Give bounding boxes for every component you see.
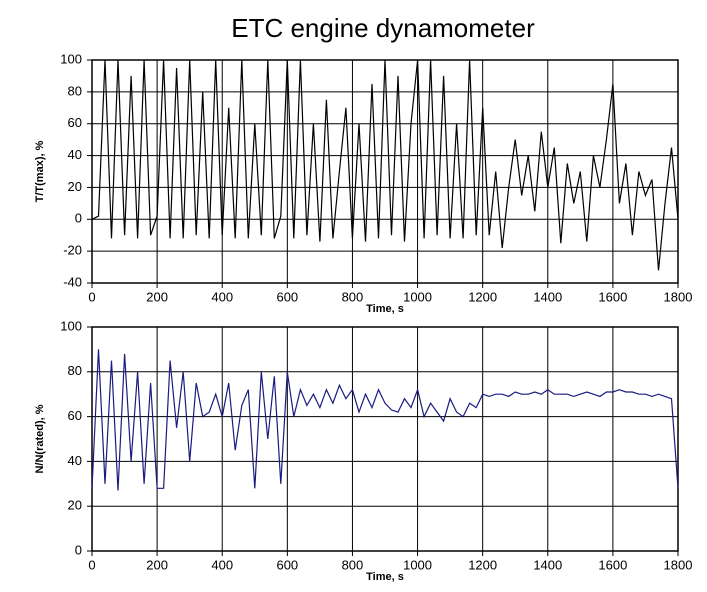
x-tick-label: 1400 [533,289,562,304]
x-tick-label: 600 [276,557,298,572]
data-line [91,349,679,491]
data-line [91,59,679,271]
x-tick-label: 400 [211,289,233,304]
x-tick-label: 400 [211,557,233,572]
y-tick-label: 0 [75,542,82,557]
y-tick-label: -40 [63,274,82,289]
plot-frame [91,59,679,284]
y-tick-label: 60 [68,408,82,423]
y-axis-label: N/N(rated), % [34,404,46,473]
y-tick-label: 100 [60,318,82,333]
x-tick-label: 0 [88,557,95,572]
chart-title: ETC engine dynamometer [231,13,535,43]
y-tick-label: 40 [68,147,82,162]
x-tick-label: 1200 [468,557,497,572]
y-tick-label: 20 [68,498,82,513]
x-tick-label: 1600 [598,557,627,572]
y-tick-label: 60 [68,115,82,130]
y-tick-label: 0 [75,211,82,226]
x-tick-label: 1200 [468,289,497,304]
x-tick-label: 800 [342,557,364,572]
y-tick-label: 40 [68,453,82,468]
y-tick-label: 80 [68,83,82,98]
x-tick-label: 1000 [403,557,432,572]
x-axis-label: Time, s [366,571,404,583]
plot-frame [91,326,679,552]
y-tick-label: 20 [68,179,82,194]
x-tick-label: 200 [146,557,168,572]
x-tick-label: 0 [88,289,95,304]
y-axis-label: T/T(max), % [34,140,46,202]
y-tick-label: 80 [68,363,82,378]
x-tick-label: 1400 [533,557,562,572]
y-tick-label: 100 [60,51,82,66]
x-tick-label: 1600 [598,289,627,304]
x-axis-label: Time, s [366,303,404,315]
x-tick-label: 600 [276,289,298,304]
x-tick-label: 1800 [664,289,693,304]
x-tick-label: 1000 [403,289,432,304]
x-tick-label: 800 [342,289,364,304]
x-tick-label: 200 [146,289,168,304]
x-tick-label: 1800 [664,557,693,572]
y-tick-label: -20 [63,243,82,258]
